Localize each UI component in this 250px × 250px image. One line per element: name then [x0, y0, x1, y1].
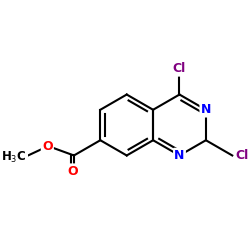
- Text: O: O: [67, 165, 78, 178]
- Text: O: O: [42, 140, 53, 152]
- Text: Cl: Cl: [236, 149, 249, 162]
- Text: H$_3$C: H$_3$C: [0, 150, 26, 165]
- Text: N: N: [174, 149, 185, 162]
- Text: N: N: [201, 103, 211, 116]
- Text: Cl: Cl: [173, 62, 186, 75]
